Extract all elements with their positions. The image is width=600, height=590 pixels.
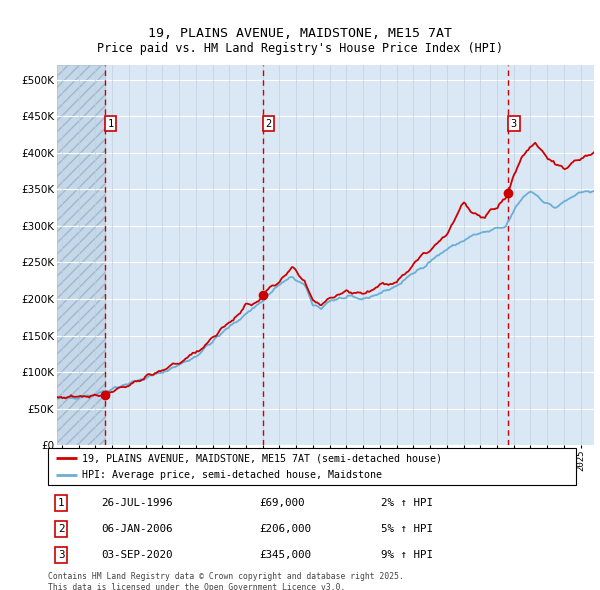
Text: Contains HM Land Registry data © Crown copyright and database right 2025.
This d: Contains HM Land Registry data © Crown c… bbox=[48, 572, 404, 590]
Text: 1: 1 bbox=[107, 119, 113, 129]
Bar bbox=[57, 65, 105, 445]
Text: £345,000: £345,000 bbox=[259, 550, 311, 560]
Text: 3: 3 bbox=[58, 550, 64, 560]
FancyBboxPatch shape bbox=[48, 448, 576, 485]
Text: 1: 1 bbox=[58, 497, 64, 507]
Text: 19, PLAINS AVENUE, MAIDSTONE, ME15 7AT (semi-detached house): 19, PLAINS AVENUE, MAIDSTONE, ME15 7AT (… bbox=[82, 453, 442, 463]
Text: £206,000: £206,000 bbox=[259, 524, 311, 533]
Text: 03-SEP-2020: 03-SEP-2020 bbox=[101, 550, 172, 560]
Text: £69,000: £69,000 bbox=[259, 497, 305, 507]
Text: 9% ↑ HPI: 9% ↑ HPI bbox=[380, 550, 433, 560]
Text: Price paid vs. HM Land Registry's House Price Index (HPI): Price paid vs. HM Land Registry's House … bbox=[97, 42, 503, 55]
Text: 2: 2 bbox=[266, 119, 272, 129]
Text: 2% ↑ HPI: 2% ↑ HPI bbox=[380, 497, 433, 507]
Text: HPI: Average price, semi-detached house, Maidstone: HPI: Average price, semi-detached house,… bbox=[82, 470, 382, 480]
Text: 2: 2 bbox=[58, 524, 64, 533]
Text: 19, PLAINS AVENUE, MAIDSTONE, ME15 7AT: 19, PLAINS AVENUE, MAIDSTONE, ME15 7AT bbox=[148, 27, 452, 40]
Text: 06-JAN-2006: 06-JAN-2006 bbox=[101, 524, 172, 533]
Text: 3: 3 bbox=[511, 119, 517, 129]
Text: 26-JUL-1996: 26-JUL-1996 bbox=[101, 497, 172, 507]
Text: 5% ↑ HPI: 5% ↑ HPI bbox=[380, 524, 433, 533]
